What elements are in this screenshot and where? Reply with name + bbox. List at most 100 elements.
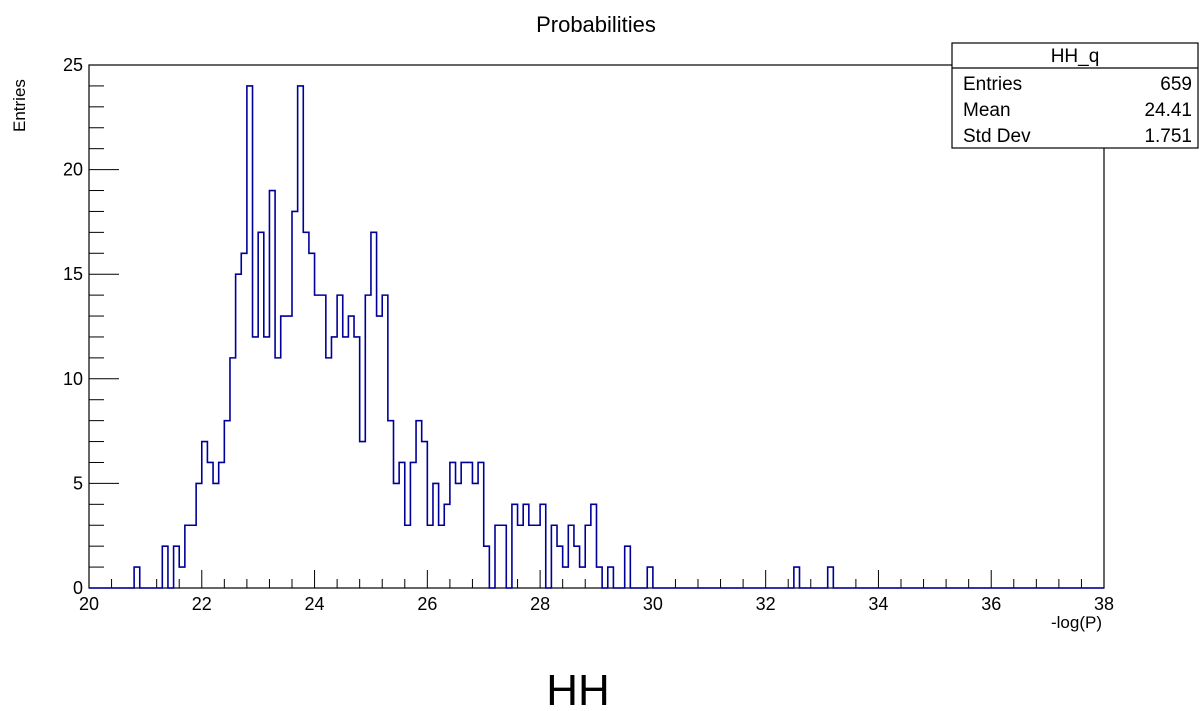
- histogram-bin: [320, 295, 326, 588]
- histogram-bin: [540, 504, 546, 588]
- x-axis-title: -log(P): [1051, 613, 1102, 632]
- stats-box-title: HH_q: [1051, 46, 1100, 67]
- plot-title: Probabilities: [536, 12, 656, 37]
- histogram-bin: [512, 504, 518, 588]
- histogram-bin: [224, 421, 230, 588]
- histogram-bin: [585, 525, 591, 588]
- histogram-bin: [377, 316, 383, 588]
- histogram-bin: [495, 525, 501, 588]
- histogram-bin: [162, 546, 168, 588]
- histogram-bin: [461, 462, 467, 588]
- x-tick-label: 28: [530, 594, 550, 614]
- x-tick-label: 22: [192, 594, 212, 614]
- histogram-bin: [416, 421, 422, 588]
- histogram-bin: [574, 546, 580, 588]
- histogram-bin: [247, 86, 253, 588]
- histogram-bin: [354, 337, 360, 588]
- histogram-bin: [534, 525, 540, 588]
- histogram-bin: [179, 567, 185, 588]
- histogram-bin: [134, 567, 140, 588]
- histogram-bin: [348, 316, 354, 588]
- histogram-bin: [388, 421, 394, 588]
- x-tick-label: 36: [981, 594, 1001, 614]
- x-tick-label: 26: [417, 594, 437, 614]
- histogram-bin: [236, 274, 242, 588]
- stats-entries-value: 659: [1160, 74, 1192, 95]
- histogram-bin: [185, 525, 191, 588]
- y-tick-label: 10: [63, 369, 83, 389]
- histogram-bin: [309, 253, 315, 588]
- histogram-bin: [439, 525, 445, 588]
- histogram-bin: [230, 358, 236, 588]
- histogram-bin: [501, 525, 507, 588]
- histogram-bin: [472, 483, 478, 588]
- histogram-bin: [529, 525, 535, 588]
- histogram-bin: [399, 462, 405, 588]
- histogram-bin: [174, 546, 180, 588]
- histogram-bin: [625, 546, 631, 588]
- y-tick-label: 15: [63, 264, 83, 284]
- histogram-bin: [794, 567, 800, 588]
- histogram-bin: [264, 337, 270, 588]
- y-tick-label: 0: [73, 578, 83, 598]
- histogram-bin: [343, 337, 349, 588]
- histogram-bin: [207, 462, 213, 588]
- histogram-bin: [478, 462, 484, 588]
- histogram-bin: [241, 253, 247, 588]
- histogram-bin: [365, 295, 371, 588]
- histogram-bin: [427, 525, 433, 588]
- x-axis: 20 22 24 26 28 30 32 34 36 38: [79, 570, 1114, 614]
- histogram-bin: [258, 232, 264, 588]
- y-tick-label: 20: [63, 160, 83, 180]
- histogram-bin: [253, 337, 259, 588]
- stats-box-frame: [951, 42, 1199, 149]
- histogram-bin: [410, 462, 416, 588]
- stats-stddev-label: Std Dev: [963, 126, 1031, 147]
- histogram-bin: [828, 567, 834, 588]
- histogram-bin: [382, 295, 388, 588]
- histogram-bin: [422, 442, 428, 588]
- histogram-bin: [563, 567, 569, 588]
- histogram-bin: [450, 462, 456, 588]
- histogram-bin: [213, 483, 219, 588]
- histogram-bin: [647, 567, 653, 588]
- x-tick-label: 30: [643, 594, 663, 614]
- histogram-bin: [523, 504, 529, 588]
- stats-mean-value: 24.41: [1144, 100, 1192, 121]
- y-tick-label: 5: [73, 473, 83, 493]
- histogram-bin: [484, 546, 490, 588]
- histogram-bin: [202, 442, 208, 588]
- histogram-bin: [591, 504, 597, 588]
- histogram-bin: [371, 232, 377, 588]
- histogram-bin: [405, 525, 411, 588]
- plot-area-border: [88, 64, 1105, 589]
- x-tick-label: 20: [79, 594, 99, 614]
- histogram-bin: [331, 337, 337, 588]
- x-tick-label: 32: [756, 594, 776, 614]
- histogram-bin: [191, 525, 197, 588]
- histogram-bin: [394, 483, 400, 588]
- histogram-bin: [557, 546, 563, 588]
- histogram-series-outline: [89, 85, 1104, 589]
- histogram-bin: [467, 462, 473, 588]
- stats-entries-label: Entries: [963, 74, 1022, 95]
- histogram-bin: [568, 525, 574, 588]
- histogram-bin: [608, 567, 614, 588]
- histogram-bin: [315, 295, 321, 588]
- histogram-bin: [219, 462, 225, 588]
- histogram-bin: [444, 504, 450, 588]
- histogram-bin: [269, 191, 275, 588]
- x-tick-label: 38: [1094, 594, 1114, 614]
- stats-box: HH_q Entries 659 Mean 24.41 Std Dev 1.75…: [951, 42, 1199, 149]
- histogram-bin: [456, 483, 462, 588]
- plot-frame: [88, 64, 1105, 589]
- histogram-bin: [326, 358, 332, 588]
- histogram-bin: [518, 525, 524, 588]
- figure-caption: HH: [546, 666, 610, 711]
- histogram-bin: [286, 316, 292, 588]
- y-axis: 0 5 10 15 20 25: [63, 55, 119, 598]
- y-tick-label: 25: [63, 55, 83, 75]
- histogram-bin: [580, 567, 586, 588]
- histogram-bin: [597, 567, 603, 588]
